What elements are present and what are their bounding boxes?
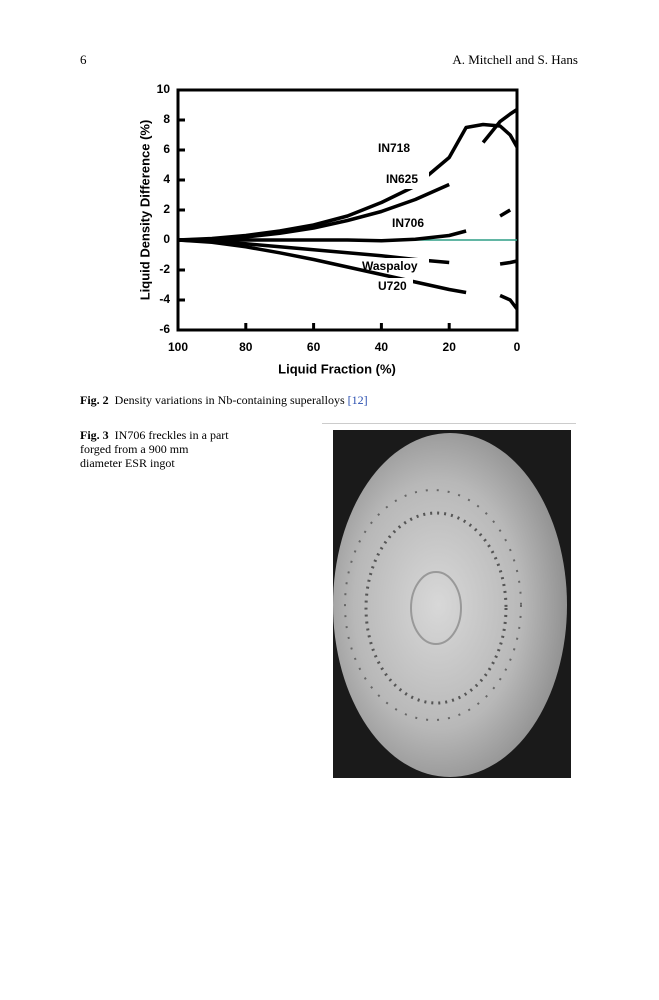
x-tick-label: 0 (514, 340, 521, 354)
y-axis-label: Liquid Density Difference (%) (137, 120, 152, 301)
citation: [12] (347, 393, 368, 407)
y-tick-label: 0 (163, 232, 170, 246)
series-line (177, 238, 519, 311)
chart: Liquid Fraction (%) Liquid Density Diffe… (137, 82, 521, 376)
label-bg (359, 258, 429, 276)
label-bg (389, 215, 435, 233)
series-label: IN625 (386, 172, 418, 186)
y-tick-label: 6 (163, 142, 170, 156)
x-tick-label: 80 (239, 340, 253, 354)
y-tick-label: 8 (163, 112, 170, 126)
page-number: 6 (80, 52, 87, 67)
caption-text: Density variations in Nb-containing supe… (114, 393, 345, 407)
series-label: Waspaloy (362, 259, 418, 273)
y-tick-label: 2 (163, 202, 170, 216)
y-tick-label: -2 (159, 262, 170, 276)
caption-text: IN706 freckles in a part forged from a 9… (80, 428, 229, 470)
x-tick-label: 20 (443, 340, 457, 354)
running-head: A. Mitchell and S. Hans (452, 52, 578, 67)
label-bg (375, 278, 413, 296)
x-tick-label: 100 (168, 340, 188, 354)
caption-label: Fig. 3 (80, 428, 109, 442)
figure-2-caption: Fig. 2 Density variations in Nb-containin… (80, 393, 580, 407)
y-tick-label: -6 (159, 322, 170, 336)
series-label: IN706 (392, 216, 424, 230)
photo (333, 430, 571, 778)
x-tick-label: 60 (307, 340, 321, 354)
y-tick-label: 10 (157, 82, 171, 96)
label-bg (375, 140, 421, 158)
y-tick-label: 4 (163, 172, 170, 186)
series-line (177, 122, 519, 242)
series-label: IN718 (378, 141, 410, 155)
label-bg (383, 171, 429, 189)
rule (322, 423, 576, 424)
y-tick-label: -4 (159, 292, 170, 306)
series-line (178, 208, 512, 243)
x-tick-label: 40 (375, 340, 389, 354)
caption-label: Fig. 2 (80, 393, 109, 407)
series-label: U720 (378, 279, 407, 293)
x-axis-label: Liquid Fraction (%) (278, 361, 396, 376)
figure-3-caption: Fig. 3 IN706 freckles in a part forged fr… (80, 428, 230, 470)
